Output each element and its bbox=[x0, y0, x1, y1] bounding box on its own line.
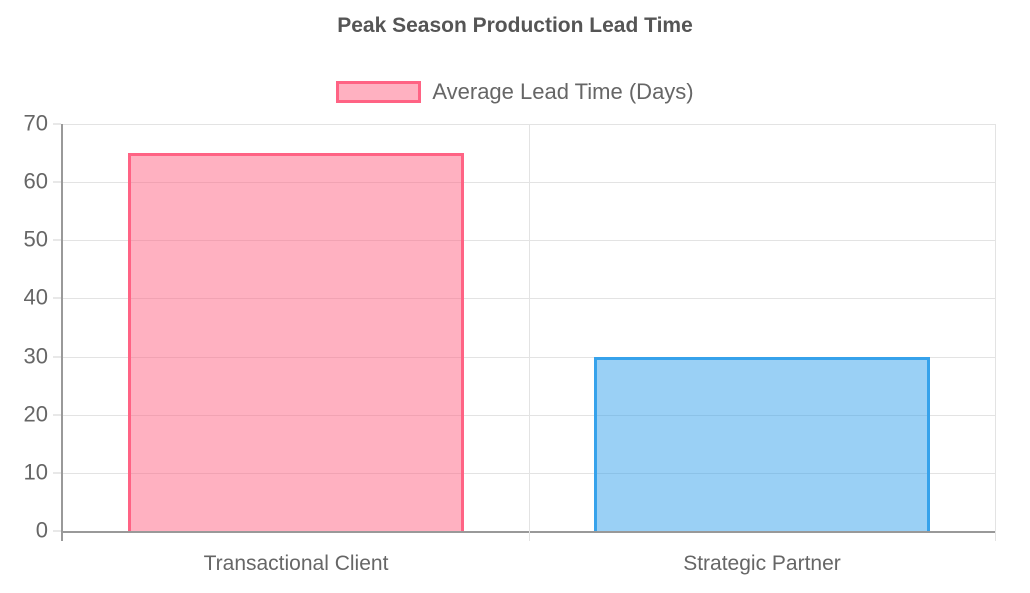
x-axis-labels: Transactional Client Strategic Partner bbox=[63, 552, 995, 576]
legend-item[interactable]: Average Lead Time (Days) bbox=[336, 79, 694, 105]
chart-title: Peak Season Production Lead Time bbox=[337, 14, 693, 37]
x-tick-label: Strategic Partner bbox=[683, 552, 841, 575]
y-tick-mark bbox=[53, 414, 61, 416]
y-tick-mark bbox=[53, 123, 61, 125]
plot-area bbox=[61, 124, 996, 541]
y-tick-mark bbox=[53, 239, 61, 241]
y-tick-label: 20 bbox=[23, 401, 48, 427]
legend: Average Lead Time (Days) bbox=[0, 79, 1030, 105]
bar-slot-strategic-partner bbox=[529, 124, 995, 531]
y-tick-mark bbox=[53, 472, 61, 474]
bar[interactable] bbox=[128, 153, 464, 531]
y-tick-label: 60 bbox=[23, 168, 48, 194]
y-tick-mark bbox=[53, 356, 61, 358]
y-tick-label: 50 bbox=[23, 226, 48, 252]
y-tick-mark bbox=[53, 297, 61, 299]
y-tick-mark bbox=[53, 530, 61, 532]
y-tick-label: 0 bbox=[35, 517, 48, 543]
y-tick-mark bbox=[53, 181, 61, 183]
y-tick-label: 40 bbox=[23, 284, 48, 310]
y-tick-label: 70 bbox=[23, 110, 48, 136]
bar-slot-transactional-client bbox=[63, 124, 529, 531]
y-tick-label: 30 bbox=[23, 343, 48, 369]
gridline-vertical-right bbox=[995, 124, 996, 541]
x-tick-label: Transactional Client bbox=[203, 552, 389, 575]
gridline-vertical-middle bbox=[529, 124, 530, 541]
legend-label: Average Lead Time (Days) bbox=[432, 79, 694, 104]
y-axis-labels: 0 10 20 30 40 50 60 70 bbox=[0, 110, 61, 542]
y-tick-label: 10 bbox=[23, 459, 48, 485]
legend-swatch bbox=[336, 81, 422, 103]
bar[interactable] bbox=[594, 356, 930, 531]
x-axis-tick-origin bbox=[61, 531, 63, 541]
